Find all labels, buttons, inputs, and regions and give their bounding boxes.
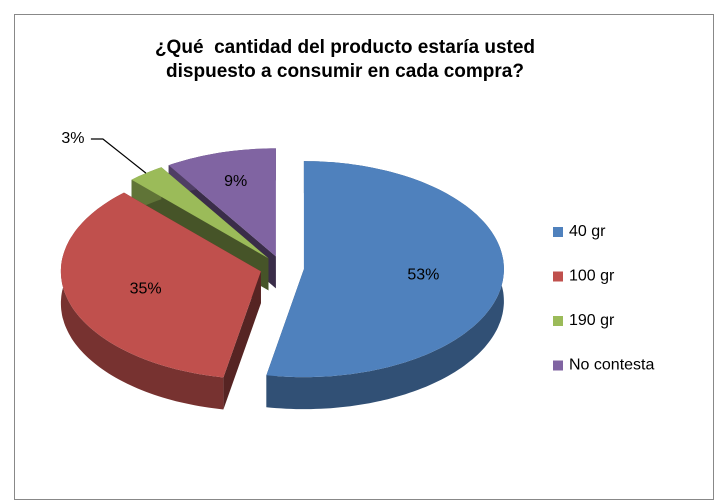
legend-label: 190 gr	[569, 312, 615, 329]
data-label: 53%	[407, 266, 439, 283]
chart-title: ¿Qué cantidad del producto estaría usted…	[154, 37, 541, 82]
data-label: 35%	[130, 281, 162, 298]
legend-swatch	[553, 360, 563, 371]
legend-swatch	[553, 316, 563, 326]
slice-top	[266, 161, 504, 378]
slice-top	[168, 148, 276, 257]
legend-swatch	[553, 227, 563, 237]
legend-swatch	[553, 271, 563, 282]
legend-label: No contesta	[569, 357, 654, 374]
slice-side	[60, 192, 224, 410]
pie-slice	[266, 161, 504, 410]
data-label: 3%	[61, 130, 84, 147]
pie-slice	[60, 192, 261, 410]
slice-top	[60, 192, 261, 378]
chart-frame	[14, 14, 714, 500]
data-label: 9%	[224, 173, 247, 190]
slice-top	[131, 167, 269, 259]
legend-label: 100 gr	[569, 268, 615, 285]
slice-edge	[223, 271, 261, 410]
leader-line	[90, 138, 147, 174]
legend-label: 40 gr	[569, 223, 606, 240]
